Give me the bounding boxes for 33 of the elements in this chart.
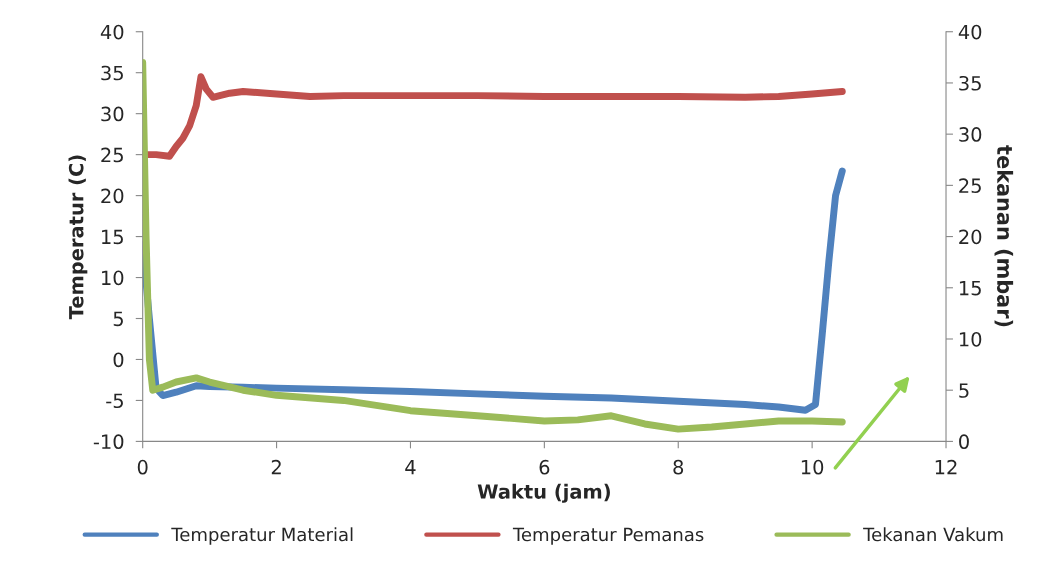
y2-axis-title: tekanan (mbar) [994,145,1014,327]
y-tick-label: 0 [113,352,124,368]
x-axis-title: Waktu (jam) [477,483,610,503]
y2-tick-label: 40 [958,24,982,40]
y2-tick-label: 30 [959,127,982,142]
y2-tick-label: 20 [959,229,982,245]
x-tick-label: 12 [935,459,957,475]
y-tick-label: 30 [101,106,124,122]
legend-label: Temperatur Pemanas [512,527,704,545]
x-tick-label: 6 [539,459,550,475]
legend-label: Tekanan Vakum [863,527,1003,542]
y-tick-label: -5 [106,393,123,409]
y-tick-label: 40 [100,24,124,40]
y2-tick-label: 5 [959,383,969,398]
x-tick-label: 8 [673,459,684,475]
y-axis-title: Temperatur (C) [68,155,88,320]
y-tick-label: 35 [101,65,123,81]
legend-label: Temperatur Material [171,527,353,545]
y-tick-label: 15 [102,229,123,245]
y-tick-label: 25 [101,147,123,163]
y2-tick-label: 10 [959,331,982,347]
y2-tick-label: 35 [959,75,981,91]
y-tick-label: 10 [102,270,124,286]
y2-tick-label: 0 [959,434,969,450]
y-tick-label: -10 [93,434,124,450]
x-tick-label: 2 [271,459,281,475]
x-tick-label: 0 [137,459,148,475]
y2-tick-label: 15 [959,280,981,296]
y-tick-label: 20 [101,188,124,204]
y2-tick-label: 25 [959,178,981,194]
y-tick-label: 5 [113,311,123,327]
x-tick-label: 10 [801,459,824,475]
x-tick-label: 4 [405,460,416,475]
